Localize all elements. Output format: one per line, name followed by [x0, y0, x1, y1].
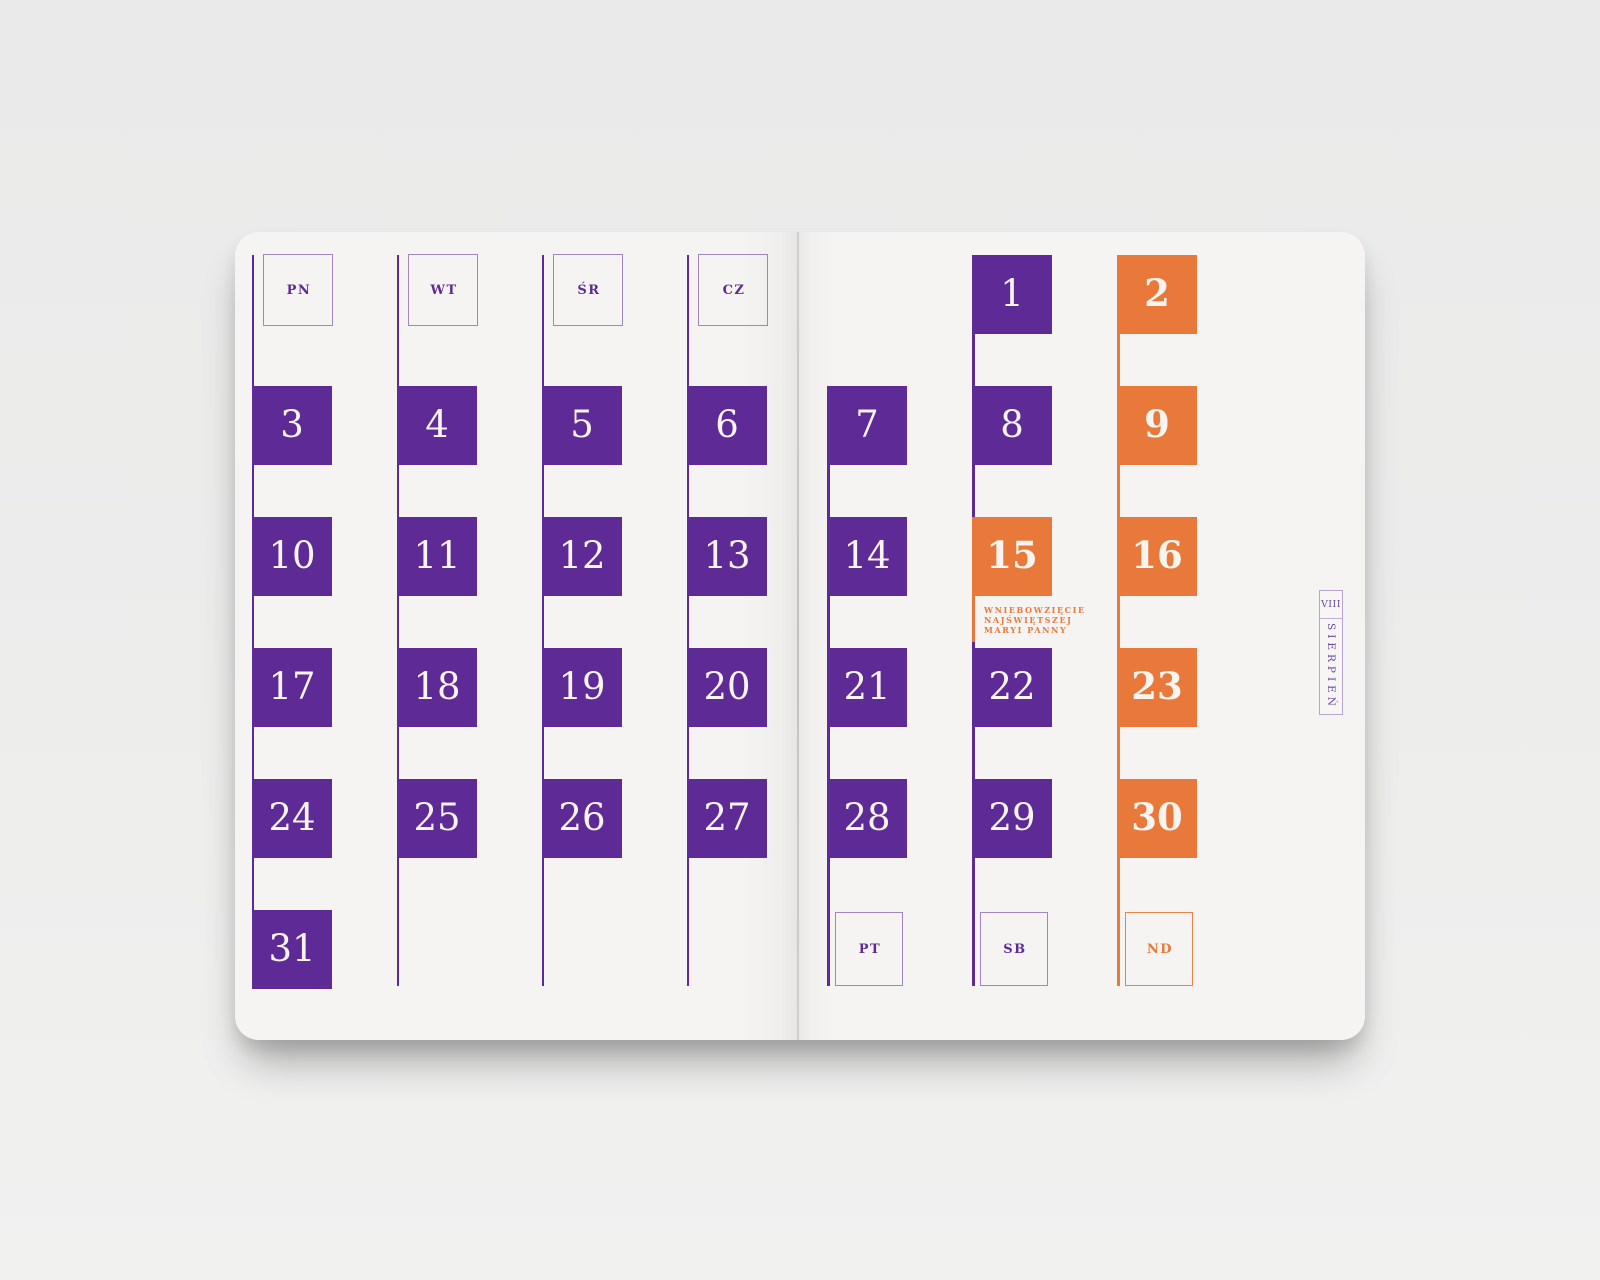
day-number-3: 3: [280, 403, 304, 446]
month-name-label: SIERPIEŃ: [1325, 623, 1337, 710]
day-cell-20: 20: [687, 648, 767, 727]
holiday-note: WNIEBOWZIĘCIE NAJŚWIĘTSZEJ MARYI PANNY: [984, 605, 1086, 635]
day-cell-4: 4: [397, 386, 477, 465]
weekday-label-pn: PN: [286, 282, 312, 298]
day-number-20: 20: [703, 665, 751, 708]
day-number-4: 4: [425, 403, 449, 446]
column-line-pn: [252, 255, 254, 986]
weekday-label-box-wt: WT: [408, 254, 478, 326]
holiday-note-line: WNIEBOWZIĘCIE: [984, 605, 1086, 615]
month-tab: VIII SIERPIEŃ: [1319, 590, 1343, 715]
day-cell-9: 9: [1117, 386, 1197, 465]
weekday-label-wt: WT: [430, 282, 458, 298]
day-cell-16: 16: [1117, 517, 1197, 596]
day-cell-12: 12: [542, 517, 622, 596]
day-cell-30: 30: [1117, 779, 1197, 858]
day-number-30: 30: [1131, 795, 1183, 839]
book-gutter: [797, 232, 799, 1040]
day-number-14: 14: [843, 534, 891, 577]
day-number-28: 28: [843, 796, 891, 839]
weekday-label-box-pt: PT: [835, 912, 903, 986]
day-cell-29: 29: [972, 779, 1052, 858]
holiday-line-segment: [972, 517, 975, 642]
day-number-9: 9: [1144, 402, 1170, 446]
day-cell-24: 24: [252, 779, 332, 858]
column-line-nd: [1117, 255, 1120, 986]
day-number-6: 6: [715, 403, 739, 446]
day-cell-21: 21: [827, 648, 907, 727]
day-number-8: 8: [1000, 403, 1024, 446]
day-cell-8: 8: [972, 386, 1052, 465]
month-name-box: SIERPIEŃ: [1320, 619, 1342, 714]
column-line-cz: [687, 255, 689, 986]
weekday-label-nd: ND: [1146, 941, 1174, 957]
day-number-5: 5: [570, 403, 594, 446]
day-cell-26: 26: [542, 779, 622, 858]
day-cell-11: 11: [397, 517, 477, 596]
day-number-2: 2: [1144, 271, 1170, 315]
column-line-sr: [542, 255, 544, 986]
calendar-grid: PN 3 10 17 24 31 WT 4 11 18 25 ŚR 5 12 19 26 CZ 6 13 20 27 PT…: [235, 232, 1365, 1040]
weekday-label-box-pn: PN: [263, 254, 333, 326]
right-page: [798, 232, 1365, 1040]
day-number-15: 15: [986, 533, 1038, 577]
day-number-16: 16: [1131, 533, 1183, 577]
day-number-10: 10: [268, 534, 316, 577]
day-cell-7: 7: [827, 386, 907, 465]
day-number-25: 25: [413, 796, 461, 839]
weekday-label-sr: ŚR: [577, 282, 601, 298]
day-number-12: 12: [558, 534, 606, 577]
day-cell-15: 15: [972, 517, 1052, 596]
weekday-label-box-sr: ŚR: [553, 254, 623, 326]
day-cell-25: 25: [397, 779, 477, 858]
weekday-label-box-nd: ND: [1125, 912, 1193, 986]
day-cell-14: 14: [827, 517, 907, 596]
day-number-24: 24: [268, 796, 316, 839]
day-number-13: 13: [703, 534, 751, 577]
day-cell-27: 27: [687, 779, 767, 858]
day-number-22: 22: [988, 665, 1036, 708]
day-cell-19: 19: [542, 648, 622, 727]
weekday-label-pt: PT: [858, 941, 882, 957]
day-cell-22: 22: [972, 648, 1052, 727]
day-number-26: 26: [558, 796, 606, 839]
day-cell-2: 2: [1117, 255, 1197, 334]
day-cell-18: 18: [397, 648, 477, 727]
day-number-1: 1: [1000, 272, 1024, 315]
day-number-31: 31: [268, 927, 316, 970]
weekday-label-sb: SB: [1003, 941, 1027, 957]
month-roman-numeral: VIII: [1320, 591, 1342, 619]
day-number-23: 23: [1131, 664, 1183, 708]
weekday-label-cz: CZ: [722, 282, 746, 298]
day-number-17: 17: [268, 665, 316, 708]
holiday-note-line: NAJŚWIĘTSZEJ: [984, 615, 1073, 625]
column-line-wt: [397, 255, 399, 986]
day-cell-3: 3: [252, 386, 332, 465]
day-number-19: 19: [558, 665, 606, 708]
day-cell-10: 10: [252, 517, 332, 596]
day-cell-1: 1: [972, 255, 1052, 334]
day-number-7: 7: [855, 403, 879, 446]
day-cell-13: 13: [687, 517, 767, 596]
day-cell-23: 23: [1117, 648, 1197, 727]
weekday-label-box-sb: SB: [980, 912, 1048, 986]
day-cell-17: 17: [252, 648, 332, 727]
calendar-book: PN 3 10 17 24 31 WT 4 11 18 25 ŚR 5 12 19 26 CZ 6 13 20 27 PT…: [235, 232, 1365, 1040]
left-page: [235, 232, 798, 1040]
day-cell-5: 5: [542, 386, 622, 465]
day-number-29: 29: [988, 796, 1036, 839]
weekday-label-box-cz: CZ: [698, 254, 768, 326]
day-number-11: 11: [413, 534, 461, 577]
day-cell-31: 31: [252, 910, 332, 989]
day-number-27: 27: [703, 796, 751, 839]
day-cell-6: 6: [687, 386, 767, 465]
day-number-18: 18: [413, 665, 461, 708]
day-number-21: 21: [843, 665, 891, 708]
holiday-note-line: MARYI PANNY: [984, 625, 1068, 635]
day-cell-28: 28: [827, 779, 907, 858]
